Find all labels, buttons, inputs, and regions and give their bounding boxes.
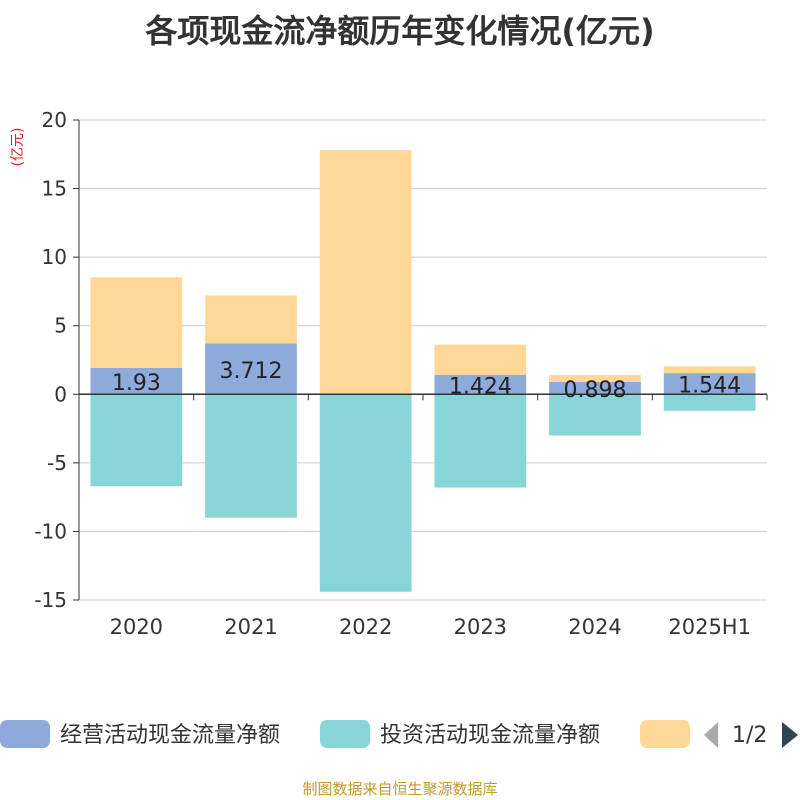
y-tick-label: -10 (34, 519, 67, 543)
bar-series-3 (319, 150, 412, 395)
x-tick-label: 2021 (224, 615, 277, 639)
legend-next-icon[interactable] (782, 722, 798, 748)
x-tick-label: 2020 (110, 615, 163, 639)
bar-series-2 (319, 394, 412, 592)
y-tick-label: -5 (47, 451, 67, 475)
data-source-note: 制图数据来自恒生聚源数据库 (302, 780, 498, 798)
y-tick-label: 0 (54, 382, 67, 406)
bar-series-2 (549, 394, 641, 436)
bar-series-3 (549, 375, 641, 382)
data-label: 3.712 (220, 359, 283, 384)
y-tick-label: 10 (42, 245, 67, 269)
legend-label-1: 经营活动现金流量净额 (60, 723, 280, 748)
data-label: 1.93 (112, 371, 161, 396)
legend-swatch-1 (0, 720, 50, 748)
bar-series-2 (663, 394, 756, 411)
bar-series-2 (434, 394, 527, 488)
bar-series-1 (549, 381, 641, 395)
x-tick-label: 2025H1 (668, 615, 751, 639)
y-tick-label: -15 (34, 588, 67, 612)
y-tick-label: 5 (54, 314, 67, 338)
bar-series-3 (434, 344, 527, 375)
data-label: 1.544 (678, 374, 741, 399)
bar-series-1 (663, 373, 756, 395)
x-tick-label: 2024 (568, 615, 621, 639)
bar-series-2 (90, 394, 183, 487)
legend-prev-icon[interactable] (704, 722, 718, 748)
bar-series-2 (205, 394, 297, 518)
x-tick-label: 2023 (454, 615, 507, 639)
legend-swatch-2 (320, 720, 370, 748)
y-axis-label: (亿元) (10, 128, 26, 167)
x-tick-label: 2022 (339, 615, 392, 639)
data-label: 1.424 (449, 375, 512, 400)
chart-title: 各项现金流净额历年变化情况(亿元) (145, 12, 655, 50)
bar-series-1 (205, 343, 297, 395)
data-label: 0.898 (564, 378, 627, 403)
bar-series-1 (90, 367, 183, 395)
y-tick-label: 20 (42, 108, 67, 132)
y-tick-label: 15 (42, 177, 67, 201)
bar-series-1 (434, 374, 527, 395)
legend-swatch-3 (640, 720, 690, 748)
legend-page-indicator: 1/2 (732, 723, 767, 748)
bar-series-3 (663, 366, 756, 374)
legend-label-2: 投资活动现金流量净额 (380, 723, 600, 748)
bar-series-3 (205, 295, 297, 344)
bar-series-3 (90, 277, 183, 368)
